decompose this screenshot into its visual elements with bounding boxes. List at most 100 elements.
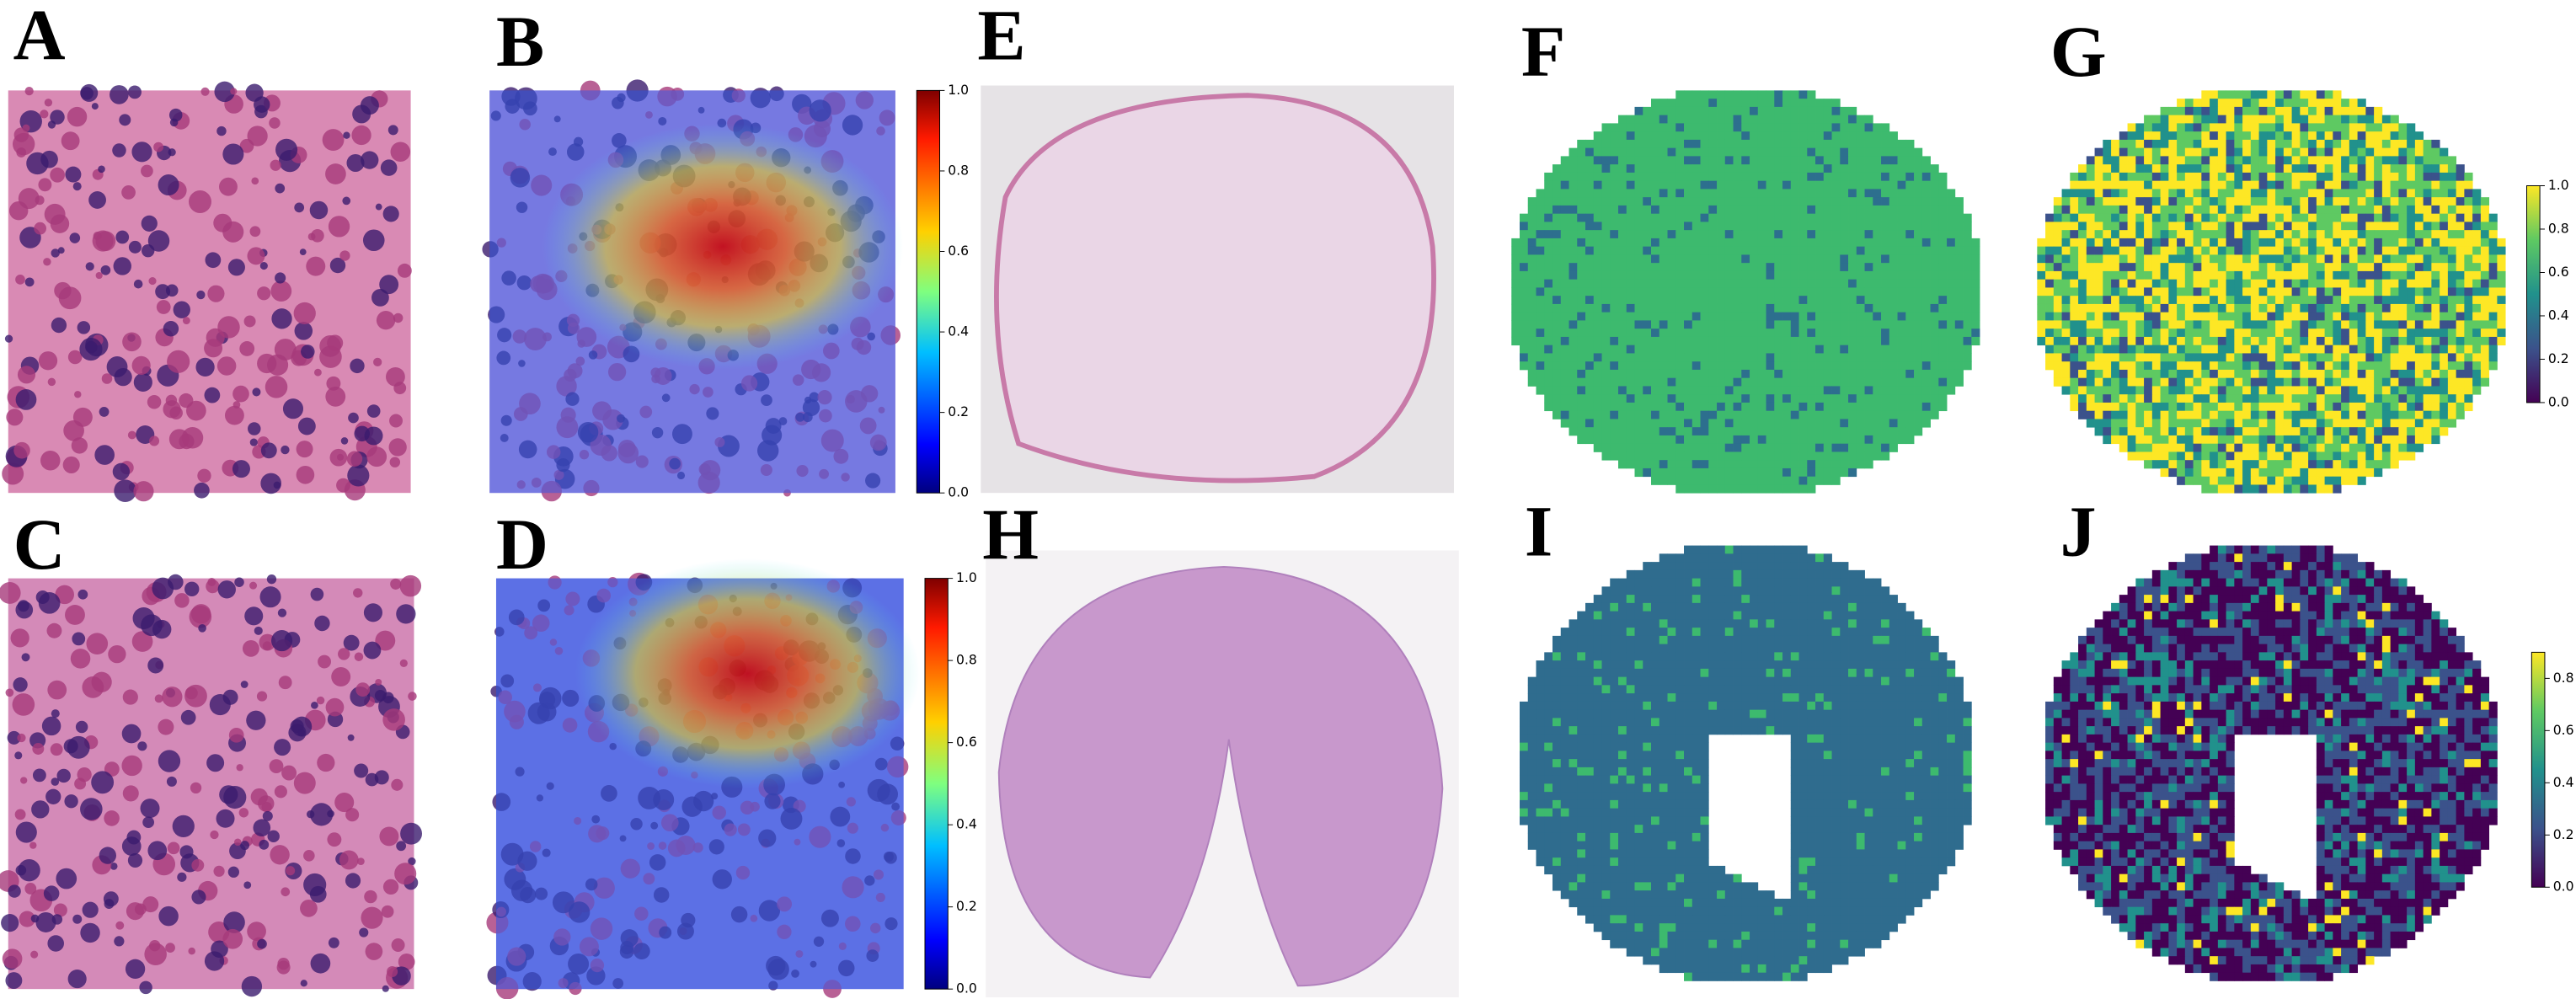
spot	[2250, 296, 2259, 305]
spot	[2201, 254, 2210, 264]
spot	[2053, 254, 2062, 264]
spot	[2151, 303, 2161, 313]
spot	[2070, 213, 2079, 222]
nucleus	[620, 858, 640, 879]
spot	[1741, 419, 1750, 428]
spot	[2341, 197, 2350, 206]
spot	[2390, 213, 2399, 222]
spot	[1634, 287, 1643, 296]
spot	[2250, 320, 2259, 329]
spot	[1881, 336, 1890, 346]
spot	[1544, 238, 1553, 248]
spot	[2193, 303, 2202, 313]
spot	[1864, 123, 1873, 132]
spot	[1823, 164, 1832, 174]
spot	[1634, 312, 1643, 321]
nucleus	[310, 953, 331, 974]
spot	[1766, 156, 1775, 165]
spot	[1610, 164, 1619, 174]
nucleus	[777, 896, 793, 912]
spot	[2431, 180, 2440, 190]
spot	[2349, 99, 2359, 108]
spot	[1889, 443, 1898, 452]
spot	[1848, 164, 1857, 174]
spot	[1750, 287, 1759, 296]
spot	[1684, 443, 1693, 452]
spot	[1610, 451, 1619, 461]
spot	[1807, 164, 1816, 174]
nucleus	[219, 177, 238, 196]
nucleus	[356, 857, 365, 865]
spot	[1864, 197, 1873, 206]
spot	[2144, 197, 2153, 206]
spot	[2210, 99, 2219, 108]
spot	[1938, 230, 1948, 239]
nucleus	[191, 889, 206, 905]
spot	[2341, 254, 2350, 264]
spot	[2184, 123, 2194, 132]
spot	[1684, 213, 1693, 222]
spot	[1552, 377, 1562, 387]
nucleus	[163, 321, 179, 337]
spot	[2250, 205, 2259, 215]
spot	[1601, 329, 1611, 338]
spot	[1659, 410, 1668, 419]
spot	[1774, 329, 1783, 338]
spot	[2053, 296, 2062, 305]
spot	[1618, 377, 1627, 387]
spot	[1593, 213, 1602, 222]
spot	[2349, 345, 2359, 354]
spot	[1897, 139, 1906, 149]
spot	[1626, 238, 1635, 248]
spot	[1692, 106, 1701, 116]
spot	[2184, 197, 2194, 206]
spot	[1897, 296, 1906, 305]
spot	[1724, 139, 1734, 149]
spot	[1971, 303, 1980, 313]
nucleus	[204, 339, 223, 358]
spot	[1717, 90, 1726, 99]
spot	[2341, 270, 2350, 280]
spot	[1552, 172, 1562, 182]
spot	[2267, 222, 2276, 231]
spot	[2217, 270, 2226, 280]
spot	[1634, 180, 1643, 190]
spot	[1930, 270, 1939, 280]
spot	[1675, 106, 1685, 116]
spot	[1750, 410, 1759, 419]
spot	[1757, 369, 1766, 379]
spot	[1577, 180, 1586, 190]
spot	[2472, 353, 2482, 362]
nucleus	[658, 116, 667, 126]
spot	[1675, 189, 1685, 198]
spot	[1643, 467, 1652, 478]
spot	[1823, 402, 1832, 412]
nucleus	[281, 445, 290, 455]
spot	[2177, 197, 2186, 206]
spot	[2119, 246, 2128, 255]
spot	[1651, 377, 1660, 387]
spot	[1618, 189, 1627, 198]
spot	[1569, 172, 1578, 182]
spot	[2407, 279, 2416, 288]
spot	[1807, 254, 1816, 264]
spot	[1569, 377, 1578, 387]
spot	[1798, 123, 1808, 132]
spot	[2037, 312, 2046, 321]
spot	[2119, 353, 2128, 362]
spot	[1618, 451, 1627, 461]
nucleus	[153, 142, 164, 152]
nucleus	[239, 341, 255, 356]
spot	[2440, 303, 2449, 313]
spot	[1954, 361, 1964, 371]
spot	[2324, 238, 2333, 248]
nucleus	[329, 448, 348, 467]
spot	[1724, 246, 1734, 255]
nucleus	[131, 355, 151, 375]
nucleus	[5, 972, 23, 989]
spot	[2258, 312, 2268, 321]
spot	[1864, 353, 1873, 362]
spot	[1864, 377, 1873, 387]
spot	[1643, 443, 1652, 452]
spot	[2111, 205, 2120, 215]
